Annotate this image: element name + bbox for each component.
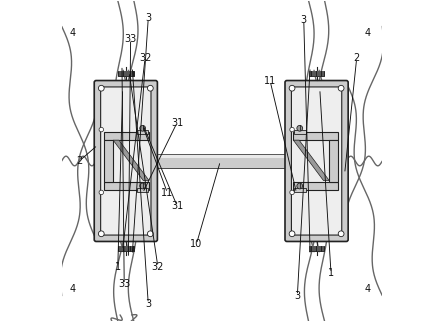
Text: 3: 3 [145, 13, 151, 23]
Bar [329, 140, 338, 182]
Text: 4: 4 [70, 28, 76, 38]
Circle shape [99, 231, 104, 237]
Text: 4: 4 [365, 284, 371, 294]
Text: 3: 3 [145, 299, 151, 309]
Text: 32: 32 [139, 53, 151, 63]
Circle shape [289, 85, 295, 91]
Bar [104, 182, 149, 190]
FancyBboxPatch shape [285, 80, 348, 242]
Text: 3: 3 [301, 15, 307, 25]
Bar [293, 182, 338, 190]
FancyBboxPatch shape [101, 87, 151, 235]
Text: 4: 4 [70, 284, 76, 294]
Bar [137, 130, 148, 134]
Text: 10: 10 [190, 239, 202, 249]
Text: 2: 2 [353, 53, 360, 63]
Circle shape [338, 231, 344, 237]
Bar [104, 132, 149, 140]
Circle shape [297, 183, 303, 189]
Bar [154, 154, 289, 158]
Text: 32: 32 [152, 262, 164, 272]
Text: 2: 2 [76, 156, 83, 166]
Bar [294, 188, 305, 192]
Bar [104, 140, 113, 182]
Text: 1: 1 [328, 268, 334, 278]
Circle shape [99, 127, 103, 132]
Bar [293, 132, 338, 140]
FancyBboxPatch shape [94, 80, 157, 242]
Circle shape [297, 125, 303, 131]
Text: 33: 33 [118, 279, 131, 289]
Circle shape [289, 231, 295, 237]
Text: 31: 31 [171, 201, 183, 211]
Bar [154, 154, 289, 168]
Circle shape [290, 127, 294, 132]
Bar [309, 246, 324, 251]
Text: 1: 1 [115, 262, 121, 272]
Circle shape [99, 85, 104, 91]
Bar [137, 188, 148, 192]
Polygon shape [113, 140, 149, 181]
Text: 3: 3 [294, 291, 301, 301]
Circle shape [147, 231, 153, 237]
Bar [309, 71, 324, 76]
Bar [118, 71, 134, 76]
Circle shape [338, 85, 344, 91]
Text: 4: 4 [365, 28, 371, 38]
Polygon shape [293, 140, 329, 181]
Circle shape [140, 183, 146, 189]
FancyBboxPatch shape [291, 87, 342, 235]
Text: 11: 11 [264, 76, 276, 86]
Text: 11: 11 [161, 188, 174, 198]
Circle shape [147, 85, 153, 91]
Circle shape [140, 125, 146, 131]
Circle shape [99, 190, 103, 195]
Text: 31: 31 [171, 118, 183, 128]
Circle shape [290, 190, 294, 195]
Text: 33: 33 [124, 34, 137, 44]
Bar [118, 246, 134, 251]
Bar [294, 130, 305, 134]
